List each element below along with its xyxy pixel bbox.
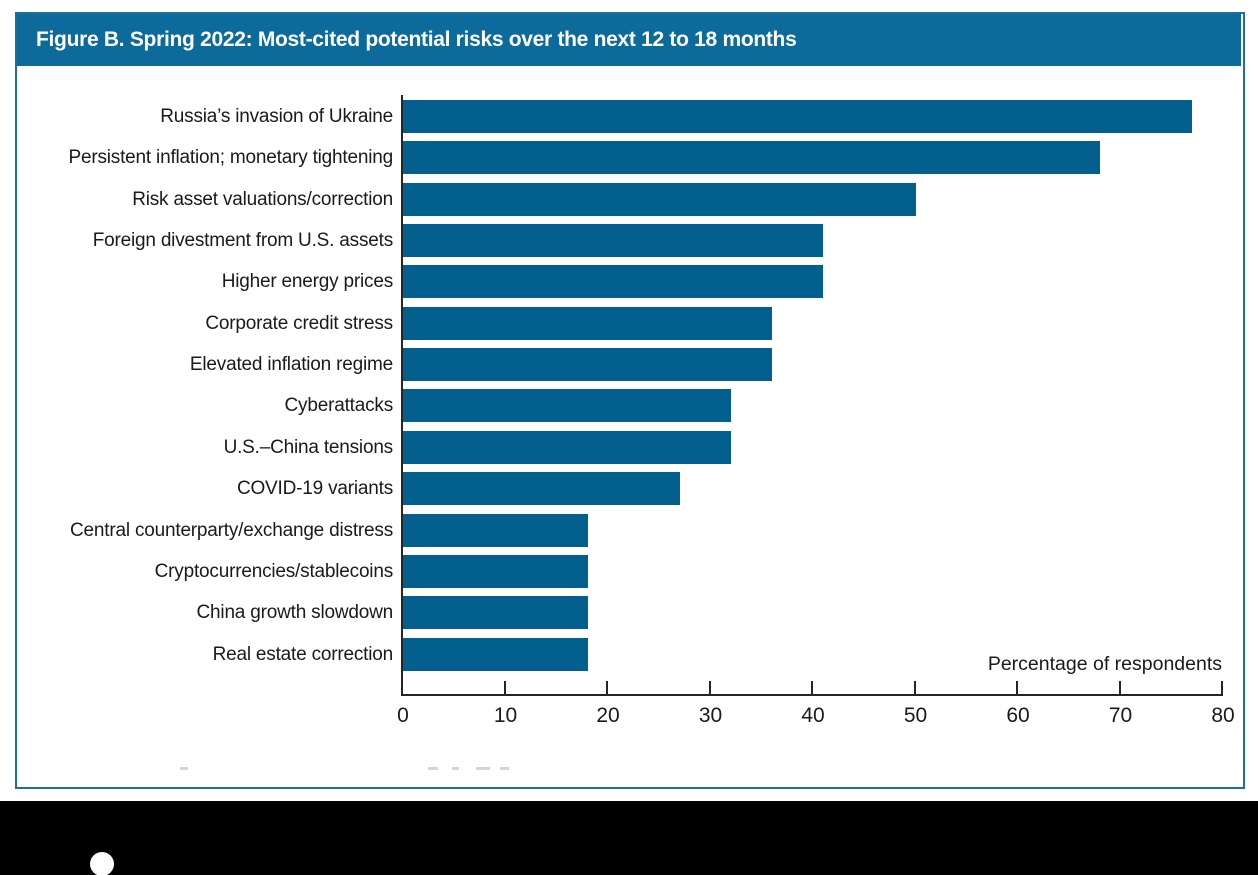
- axis-tick-label: 30: [698, 704, 723, 727]
- x-axis-label: Percentage of respondents: [987, 653, 1222, 675]
- axis-tick-label: 0: [397, 704, 409, 727]
- faded-footnote-remnant: [452, 767, 459, 770]
- bar: [403, 265, 824, 299]
- faded-footnote-remnant: [428, 767, 438, 770]
- axis-tick-label: 60: [1006, 704, 1030, 727]
- plot-area: [401, 95, 1223, 696]
- faded-footnote-remnant: [476, 767, 490, 770]
- axis-tick: [1016, 681, 1018, 694]
- axis-tick: [708, 681, 711, 694]
- axis-tick-label: 50: [903, 704, 928, 727]
- category-label: Corporate credit stress: [205, 312, 393, 334]
- axis-tick-label: 40: [801, 704, 825, 727]
- bar: [403, 100, 1193, 133]
- category-label: Risk asset valuations/correction: [132, 188, 393, 210]
- figure-header: Figure B. Spring 2022: Most-cited potent…: [17, 14, 1241, 66]
- bar: [403, 224, 824, 258]
- axis-tick: [1118, 681, 1121, 694]
- axis-tick-label: 10: [493, 704, 518, 727]
- category-label: Cryptocurrencies/stablecoins: [154, 560, 394, 582]
- figure-title: Figure B. Spring 2022: Most-cited potent…: [36, 28, 797, 51]
- category-label: Russia’s invasion of Ukraine: [160, 106, 393, 127]
- axis-tick: [1221, 681, 1223, 694]
- bar: [403, 348, 772, 382]
- faded-footnote-remnant: [180, 767, 188, 770]
- bar: [403, 596, 588, 630]
- faded-footnote-remnant: [500, 767, 509, 770]
- category-label: COVID-19 variants: [236, 478, 393, 500]
- axis-tick: [503, 681, 506, 694]
- white-circle: [90, 852, 114, 875]
- category-label: China growth slowdown: [196, 602, 394, 624]
- bar: [403, 554, 588, 588]
- category-label: Real estate correction: [212, 643, 394, 665]
- category-label: Cyberattacks: [284, 395, 394, 417]
- bar: [403, 637, 588, 671]
- axis-tick-label: 70: [1108, 704, 1133, 727]
- axis-tick-label: 80: [1211, 704, 1235, 727]
- category-label: U.S.–China tensions: [223, 436, 394, 458]
- category-label: Elevated inflation regime: [189, 354, 393, 376]
- bar: [403, 472, 680, 506]
- bar: [403, 389, 731, 423]
- axis-tick: [913, 681, 916, 694]
- axis-tick-label: 20: [596, 704, 620, 727]
- category-label: Foreign divestment from U.S. assets: [92, 230, 393, 252]
- axis-tick: [606, 681, 608, 694]
- category-label: Central counterparty/exchange distress: [70, 519, 393, 541]
- category-label: Persistent inflation; monetary tightenin…: [68, 147, 394, 169]
- bar: [403, 182, 916, 216]
- bar: [403, 430, 731, 464]
- axis-tick: [811, 681, 813, 694]
- bar: [403, 513, 588, 547]
- category-label: Higher energy prices: [221, 271, 394, 293]
- footer-band: [0, 801, 1258, 875]
- bar: [403, 141, 1100, 175]
- bar: [403, 306, 772, 340]
